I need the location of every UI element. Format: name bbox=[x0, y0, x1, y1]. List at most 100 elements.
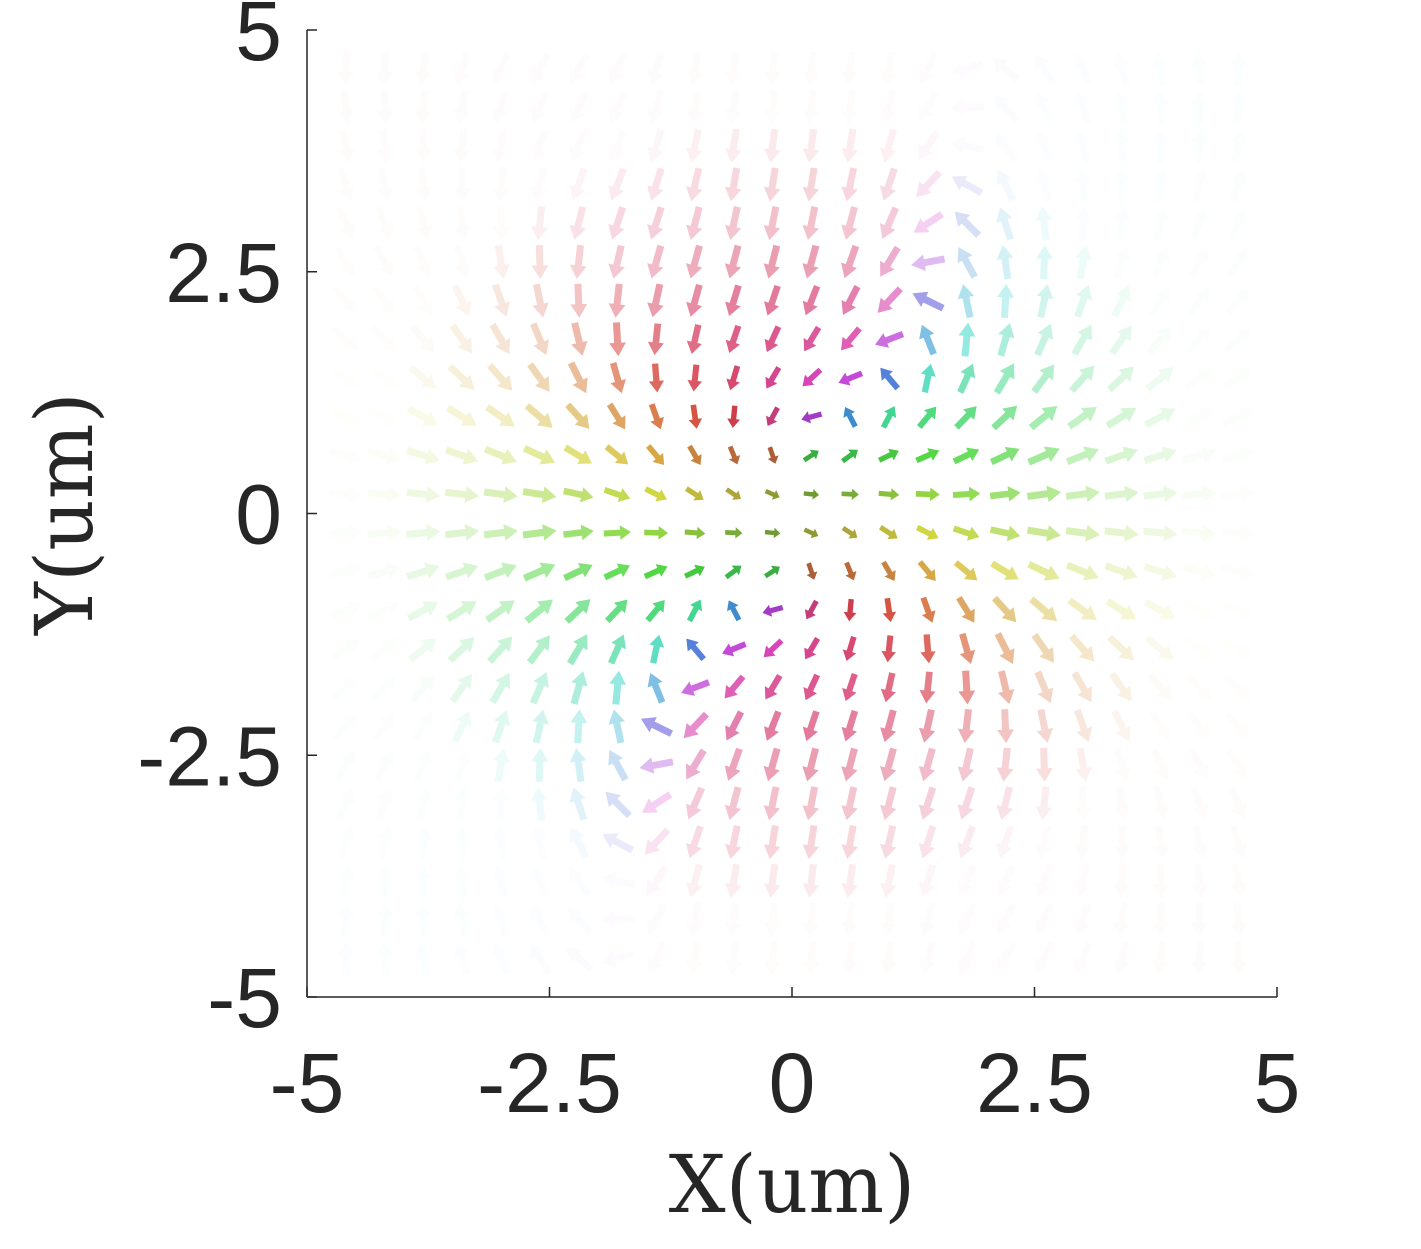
field-arrow bbox=[1067, 407, 1097, 430]
field-arrow bbox=[918, 129, 941, 161]
field-arrow bbox=[373, 749, 394, 782]
field-arrow bbox=[414, 902, 432, 937]
field-arrow bbox=[1035, 941, 1056, 974]
field-arrow bbox=[489, 322, 510, 355]
y-tick-label: 2.5 bbox=[165, 226, 282, 320]
field-arrow bbox=[367, 486, 402, 503]
field-arrow bbox=[406, 524, 441, 541]
field-arrow bbox=[1027, 446, 1060, 466]
field-arrow bbox=[957, 708, 975, 744]
field-arrow bbox=[803, 673, 821, 701]
field-arrow bbox=[996, 864, 1016, 897]
field-arrow bbox=[1113, 129, 1130, 164]
field-arrow bbox=[451, 710, 472, 744]
field-arrow bbox=[725, 527, 743, 539]
field-arrow bbox=[600, 911, 635, 929]
field-arrow bbox=[332, 713, 357, 742]
field-arrow bbox=[567, 361, 588, 394]
field-arrow bbox=[1073, 53, 1093, 86]
field-arrow bbox=[1069, 365, 1095, 394]
field-arrow bbox=[802, 128, 820, 163]
field-arrow bbox=[1075, 747, 1092, 782]
field-arrow bbox=[1074, 863, 1091, 898]
field-arrow bbox=[841, 824, 858, 860]
field-arrow bbox=[1112, 902, 1130, 937]
field-arrow bbox=[605, 791, 632, 819]
field-arrow bbox=[1191, 168, 1209, 203]
field-arrow bbox=[881, 560, 896, 581]
field-arrow bbox=[802, 710, 820, 742]
field-arrow bbox=[1220, 485, 1256, 503]
field-arrow bbox=[952, 447, 980, 465]
field-arrow bbox=[453, 941, 471, 976]
field-arrow bbox=[370, 675, 397, 703]
field-arrow bbox=[1146, 326, 1172, 355]
field-arrow bbox=[917, 560, 936, 582]
field-arrow bbox=[838, 370, 864, 386]
field-arrow bbox=[724, 128, 742, 163]
field-arrow bbox=[413, 245, 433, 278]
field-arrow bbox=[997, 709, 1014, 744]
field-arrow bbox=[686, 90, 703, 125]
field-arrow bbox=[844, 561, 857, 581]
field-arrow bbox=[1073, 941, 1093, 974]
field-arrow bbox=[726, 365, 741, 391]
field-arrow bbox=[604, 599, 628, 624]
field-arrow bbox=[764, 710, 782, 741]
field-arrow bbox=[842, 673, 858, 702]
field-arrow bbox=[1221, 407, 1254, 427]
field-arrow bbox=[530, 322, 549, 356]
field-arrow bbox=[1230, 129, 1248, 164]
field-arrow bbox=[688, 404, 703, 429]
field-arrow bbox=[1220, 563, 1255, 581]
field-arrow bbox=[487, 363, 513, 391]
x-tick-label: -2.5 bbox=[477, 1036, 622, 1130]
field-arrow bbox=[989, 446, 1020, 466]
field-arrow bbox=[952, 525, 980, 541]
field-arrow bbox=[841, 128, 858, 163]
field-arrow bbox=[996, 786, 1013, 821]
field-arrow bbox=[414, 90, 432, 125]
field-arrow bbox=[1035, 824, 1052, 859]
field-arrow bbox=[330, 676, 359, 702]
field-arrow bbox=[841, 244, 860, 279]
field-arrow bbox=[959, 632, 976, 665]
field-arrow bbox=[911, 254, 946, 271]
field-arrow bbox=[920, 596, 936, 623]
field-arrow bbox=[1113, 245, 1131, 280]
field-arrow bbox=[1035, 747, 1053, 782]
field-arrow bbox=[493, 244, 510, 279]
field-arrow bbox=[415, 167, 433, 202]
field-arrow bbox=[957, 363, 976, 394]
field-arrow bbox=[724, 206, 742, 241]
field-arrow bbox=[644, 526, 669, 540]
field-arrow bbox=[491, 51, 511, 85]
field-arrow bbox=[531, 786, 548, 821]
field-arrow bbox=[335, 788, 355, 821]
field-arrow bbox=[492, 167, 510, 202]
field-arrow bbox=[725, 324, 742, 353]
field-arrow bbox=[1104, 562, 1138, 581]
field-arrow bbox=[330, 325, 359, 351]
field-arrow bbox=[413, 749, 433, 782]
field-arrow bbox=[1145, 635, 1174, 660]
field-arrow bbox=[453, 128, 471, 163]
field-arrow bbox=[522, 524, 557, 541]
field-arrow bbox=[879, 206, 899, 239]
field-arrow bbox=[957, 863, 977, 897]
field-arrow bbox=[725, 902, 742, 937]
field-arrow bbox=[606, 402, 626, 430]
field-arrow bbox=[683, 564, 705, 579]
field-arrow bbox=[686, 638, 706, 662]
field-arrow bbox=[367, 524, 402, 541]
field-arrow bbox=[571, 322, 588, 356]
field-arrow bbox=[492, 864, 509, 899]
field-arrow bbox=[1148, 286, 1170, 318]
field-arrow bbox=[1035, 863, 1054, 898]
field-arrow bbox=[996, 902, 1017, 935]
field-arrow bbox=[802, 167, 820, 202]
field-arrow bbox=[998, 670, 1015, 705]
field-arrow bbox=[957, 247, 978, 279]
field-arrow bbox=[530, 167, 548, 202]
field-arrow bbox=[686, 167, 703, 202]
